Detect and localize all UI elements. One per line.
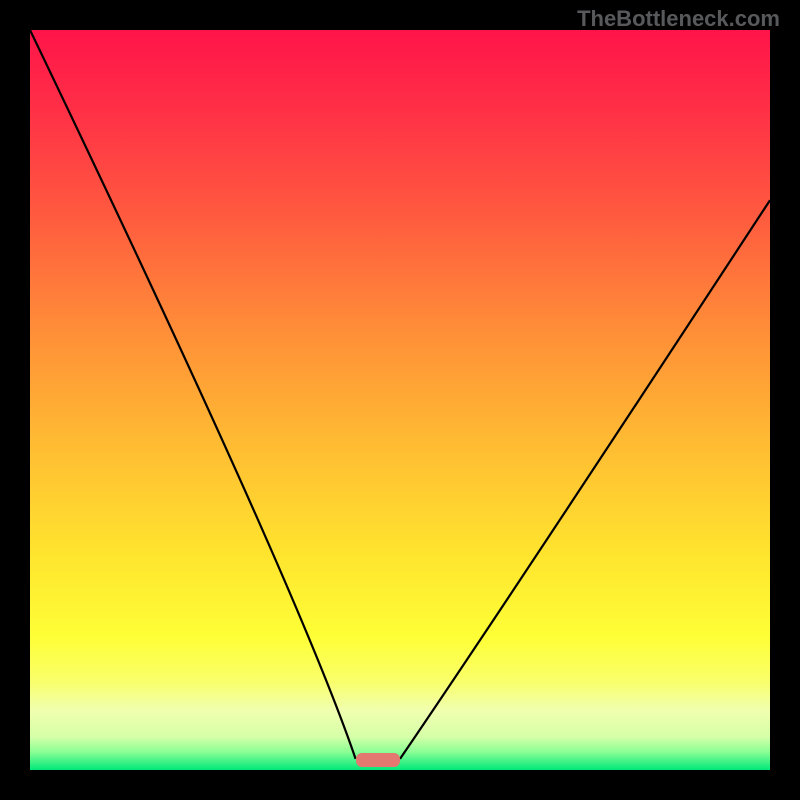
curve-left-branch: [30, 30, 356, 759]
bottleneck-curves: [30, 30, 770, 770]
chart-container: TheBottleneck.com: [0, 0, 800, 800]
plot-area: [30, 30, 770, 770]
watermark-text: TheBottleneck.com: [577, 6, 780, 32]
curve-right-branch: [400, 200, 770, 759]
optimal-marker: [356, 753, 400, 767]
